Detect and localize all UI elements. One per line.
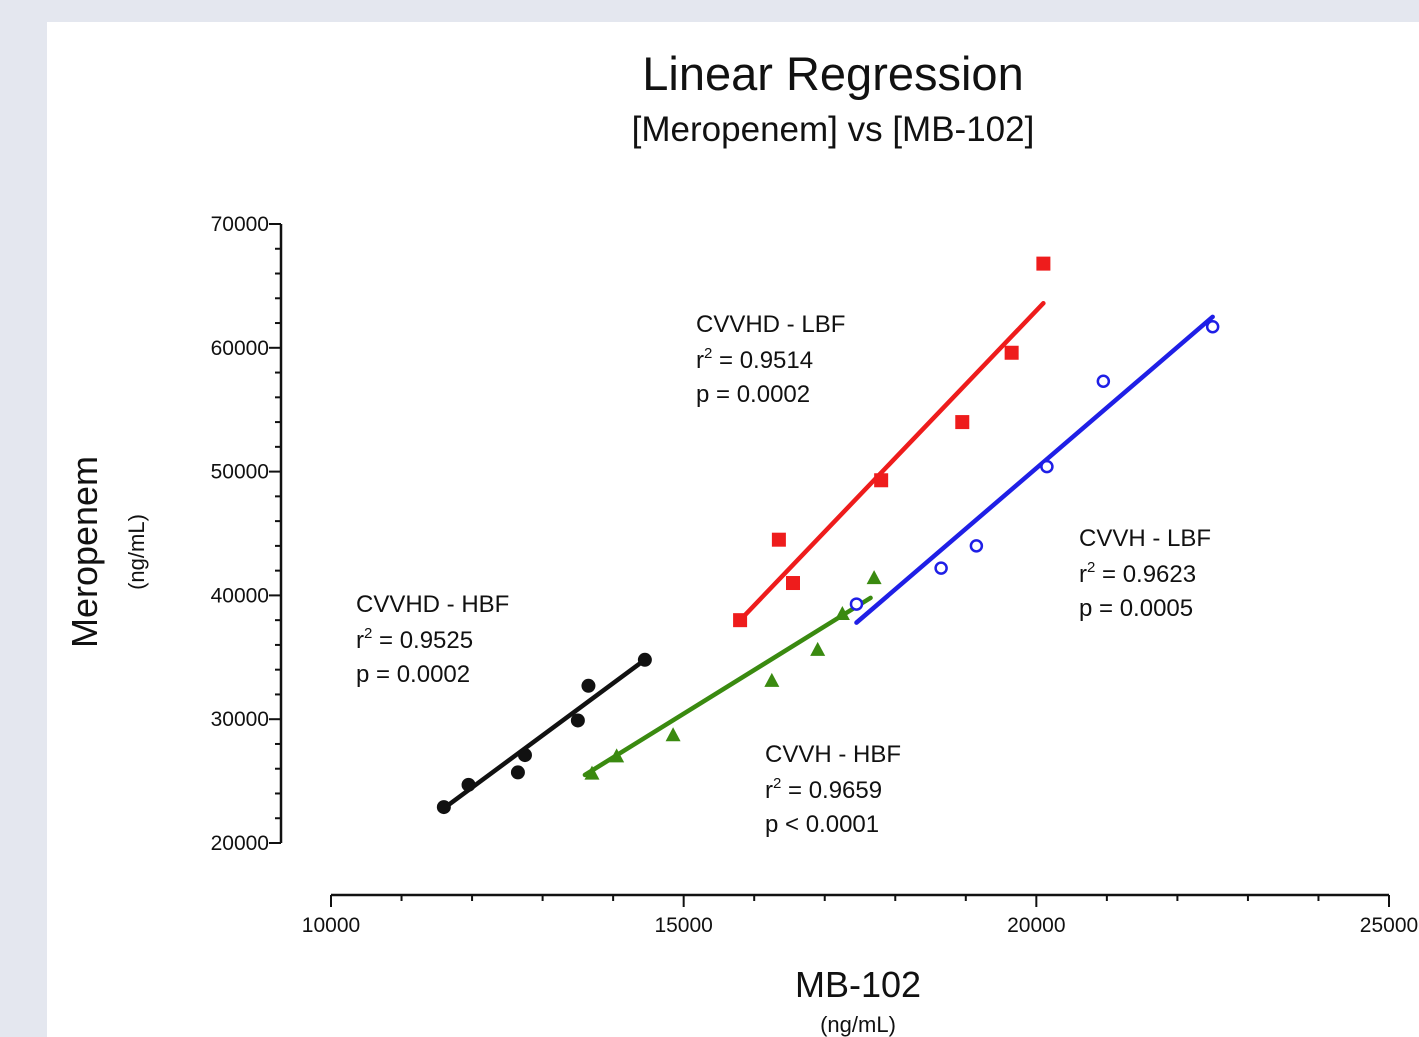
y-tick-label: 30000 (211, 708, 269, 731)
x-tick-label: 10000 (302, 914, 360, 937)
y-tick-label: 50000 (211, 461, 269, 484)
data-point (849, 597, 864, 611)
data-point (461, 777, 476, 792)
annotation-name: CVVH - LBF (1079, 525, 1211, 552)
data-point (1096, 374, 1111, 388)
y-tick-label: 70000 (211, 213, 269, 236)
data-point (581, 678, 596, 693)
series-annotation: CVVHD - HBF r2 = 0.9525 p = 0.0002 (356, 591, 509, 688)
axes: 20000 30000 40000 50000 60000 70000 10000 15000… (211, 213, 1419, 937)
data-point (733, 613, 748, 628)
y-axis-unit: (ng/mL) (124, 514, 149, 590)
data-point (934, 561, 948, 575)
series-annotation: CVVH - LBF r2 = 0.9623 p = 0.0005 (1079, 525, 1211, 622)
annotation-name: CVVHD - HBF (356, 591, 509, 618)
data-point (665, 727, 681, 742)
data-point (510, 765, 525, 780)
chart-subtitle: [Meropenem] vs [MB-102] (632, 110, 1035, 149)
data-point (1205, 320, 1220, 334)
regression-line (441, 657, 648, 811)
annotation-name: CVVH - HBF (765, 741, 901, 768)
data-point (764, 672, 780, 687)
slide-panel: Linear Regression [Meropenem] vs [MB-102… (47, 22, 1419, 1037)
x-tick-label: 25000 (1360, 914, 1418, 937)
annotation-p-value: p = 0.0002 (356, 661, 470, 688)
data-points (436, 256, 1220, 815)
data-point (785, 576, 800, 591)
data-point (866, 570, 882, 585)
y-tick-label: 20000 (211, 832, 269, 855)
data-point (1004, 345, 1019, 360)
chart-title: Linear Regression (642, 47, 1023, 100)
y-tick-label: 60000 (211, 337, 269, 360)
y-axis-title: Meropenem (64, 456, 105, 648)
annotation-r-squared: r2 = 0.9659 (765, 775, 882, 804)
data-point (570, 713, 585, 728)
data-point (1040, 459, 1054, 474)
y-tick-label: 40000 (211, 584, 269, 607)
x-tick-label: 15000 (654, 914, 712, 937)
data-point (609, 748, 625, 763)
regression-line (582, 595, 873, 778)
data-point (637, 652, 652, 667)
data-point (771, 532, 786, 547)
data-point (810, 641, 826, 656)
data-point (1036, 256, 1051, 271)
annotation-r-squared: r2 = 0.9623 (1079, 559, 1196, 588)
annotation-p-value: p = 0.0002 (696, 381, 810, 408)
x-axis-unit: (ng/mL) (820, 1012, 896, 1037)
regression-chart: Linear Regression [Meropenem] vs [MB-102… (64, 47, 1419, 1037)
data-point (436, 800, 451, 815)
series-annotation: CVVHD - LBF r2 = 0.9514 p = 0.0002 (696, 311, 845, 408)
data-point (834, 605, 850, 620)
annotation-p-value: p < 0.0001 (765, 811, 879, 838)
series-annotation: CVVH - HBF r2 = 0.9659 p < 0.0001 (765, 741, 901, 838)
regression-lines (441, 300, 1215, 811)
x-axis-title: MB-102 (795, 964, 921, 1005)
data-point (955, 415, 970, 430)
data-point (584, 765, 600, 780)
annotation-p-value: p = 0.0005 (1079, 595, 1193, 622)
annotation-r-squared: r2 = 0.9514 (696, 345, 813, 374)
data-point (969, 539, 984, 553)
annotation-r-squared: r2 = 0.9525 (356, 625, 473, 654)
x-tick-label: 20000 (1007, 914, 1065, 937)
annotation-name: CVVHD - LBF (696, 311, 845, 338)
regression-line (737, 300, 1046, 623)
data-point (874, 473, 889, 488)
regression-line (854, 314, 1215, 625)
data-point (517, 748, 532, 763)
